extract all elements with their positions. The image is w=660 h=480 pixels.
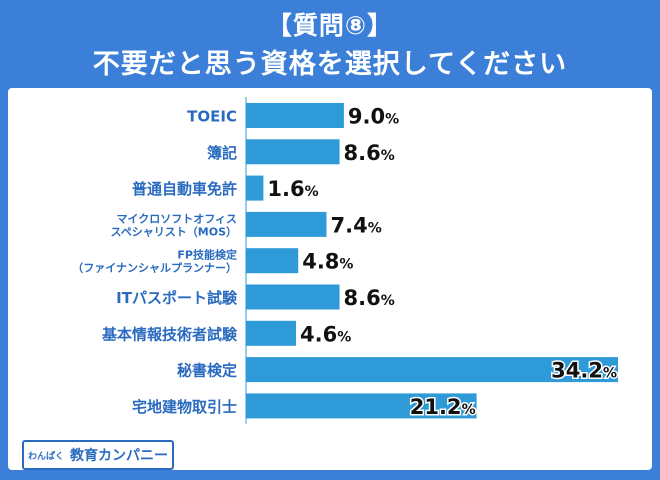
category-label-5: ITパスポート試験 xyxy=(116,289,238,307)
bar-7 xyxy=(246,357,618,383)
value-label-3: 7.4% xyxy=(330,213,381,237)
category-label-8: 宅地建物取引士 xyxy=(132,398,237,416)
category-label-3-line-0: マイクロソフトオフィス xyxy=(116,212,237,225)
bar-5 xyxy=(246,284,340,310)
company-logo: わんぱく 教育カンパニー xyxy=(22,440,174,470)
category-label-2: 普通自動車免許 xyxy=(132,180,237,198)
question-number: 【質問⑧】 xyxy=(266,11,394,40)
value-label-0: 9.0% xyxy=(348,105,399,129)
logo-main-text: 教育カンパニー xyxy=(70,448,168,464)
category-label-3-line-1: スペシャリスト（MOS） xyxy=(111,225,237,238)
category-label-4-line-0: FP技能検定 xyxy=(177,248,237,262)
category-label-0: TOEIC xyxy=(187,108,237,126)
value-label-4: 4.8% xyxy=(302,250,353,274)
category-label-4: FP技能検定（ファイナンシャルプランナー） xyxy=(72,248,237,275)
value-label-2: 1.6% xyxy=(267,177,318,201)
category-label-4-line-1: （ファイナンシャルプランナー） xyxy=(72,261,237,275)
bar-4 xyxy=(246,248,299,274)
logo-small-text: わんぱく xyxy=(27,451,64,462)
value-label-1: 8.6% xyxy=(344,141,395,165)
category-label-6: 基本情報技術者試験 xyxy=(101,325,238,343)
value-label-5: 8.6% xyxy=(344,286,395,310)
category-label-3: マイクロソフトオフィススペシャリスト（MOS） xyxy=(111,212,237,238)
bar-2 xyxy=(246,175,264,201)
bar-3 xyxy=(246,211,327,237)
question-title: 不要だと思う資格を選択してください xyxy=(92,49,568,80)
bar-6 xyxy=(246,320,297,346)
value-label-7: 34.2% xyxy=(551,359,617,383)
bar-1 xyxy=(246,139,340,165)
bar-8 xyxy=(246,393,477,419)
category-label-7: 秘書検定 xyxy=(177,362,237,380)
category-label-1: 簿記 xyxy=(207,144,237,162)
value-label-6: 4.6% xyxy=(300,322,351,346)
value-label-8: 21.2% xyxy=(410,395,476,419)
bar-0 xyxy=(246,103,344,128)
